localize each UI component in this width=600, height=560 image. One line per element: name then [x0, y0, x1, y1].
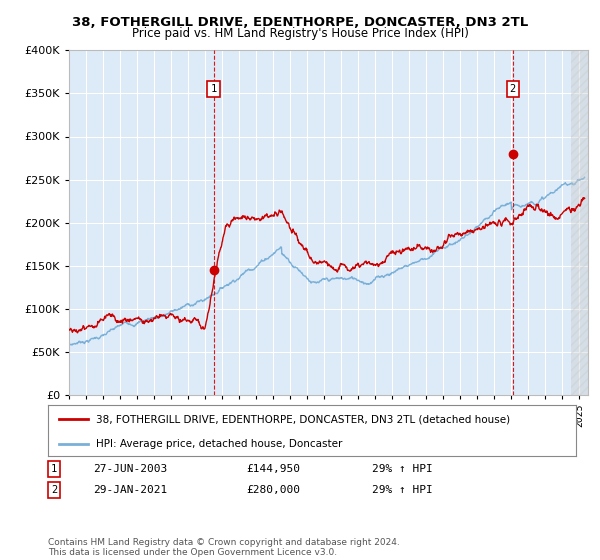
Text: 38, FOTHERGILL DRIVE, EDENTHORPE, DONCASTER, DN3 2TL (detached house): 38, FOTHERGILL DRIVE, EDENTHORPE, DONCAS… [95, 414, 509, 424]
Text: £280,000: £280,000 [246, 485, 300, 495]
Text: Price paid vs. HM Land Registry's House Price Index (HPI): Price paid vs. HM Land Registry's House … [131, 27, 469, 40]
Text: Contains HM Land Registry data © Crown copyright and database right 2024.
This d: Contains HM Land Registry data © Crown c… [48, 538, 400, 557]
Text: 29% ↑ HPI: 29% ↑ HPI [372, 464, 433, 474]
Text: 29-JAN-2021: 29-JAN-2021 [93, 485, 167, 495]
Bar [571, 50, 596, 395]
Text: 2: 2 [51, 485, 57, 495]
Text: £144,950: £144,950 [246, 464, 300, 474]
Text: 1: 1 [51, 464, 57, 474]
Text: 27-JUN-2003: 27-JUN-2003 [93, 464, 167, 474]
Text: HPI: Average price, detached house, Doncaster: HPI: Average price, detached house, Donc… [95, 438, 342, 449]
Text: 2: 2 [509, 84, 516, 94]
Text: 29% ↑ HPI: 29% ↑ HPI [372, 485, 433, 495]
Text: 38, FOTHERGILL DRIVE, EDENTHORPE, DONCASTER, DN3 2TL: 38, FOTHERGILL DRIVE, EDENTHORPE, DONCAS… [72, 16, 528, 29]
Text: 1: 1 [211, 84, 217, 94]
